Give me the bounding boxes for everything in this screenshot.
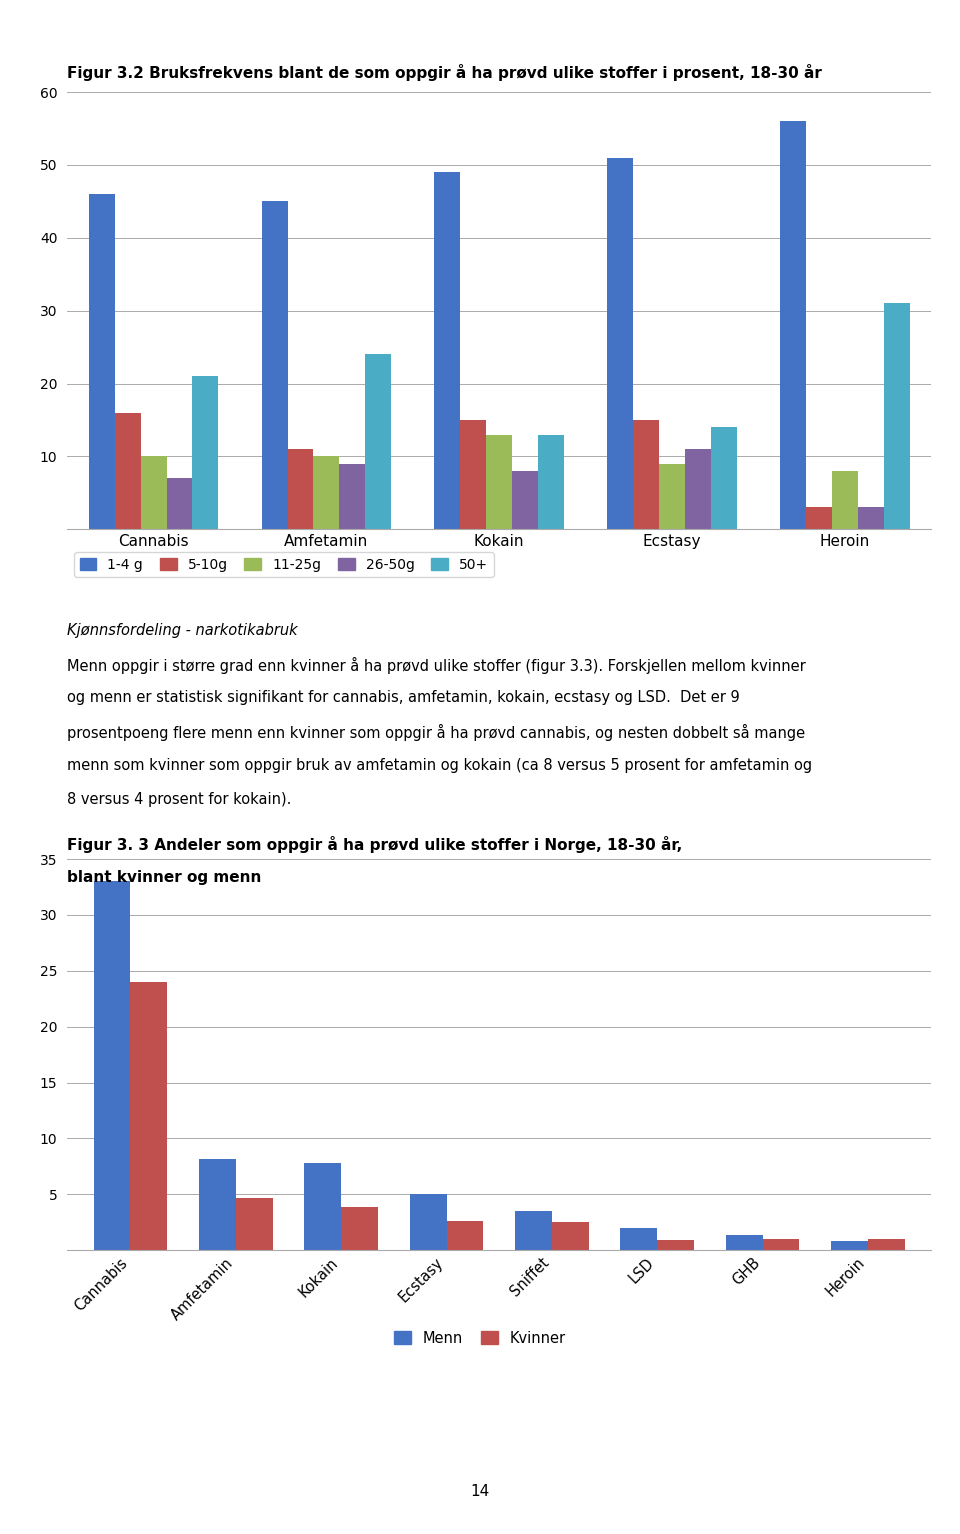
- Bar: [236, 1198, 273, 1250]
- Bar: [762, 1239, 800, 1250]
- Bar: [446, 1221, 484, 1250]
- Text: Menn oppgir i større grad enn kvinner å ha prøvd ulike stoffer (figur 3.3). Fors: Menn oppgir i større grad enn kvinner å …: [67, 657, 806, 673]
- Bar: [607, 158, 633, 529]
- Bar: [515, 1212, 552, 1250]
- Text: blant kvinner og menn: blant kvinner og menn: [67, 870, 261, 885]
- Bar: [659, 463, 684, 529]
- Bar: [313, 457, 339, 529]
- Bar: [115, 413, 140, 529]
- Bar: [339, 463, 365, 529]
- Bar: [552, 1223, 588, 1250]
- Text: prosentpoeng flere menn enn kvinner som oppgir å ha prøvd cannabis, og nesten do: prosentpoeng flere menn enn kvinner som …: [67, 724, 805, 741]
- Text: 8 versus 4 prosent for kokain).: 8 versus 4 prosent for kokain).: [67, 792, 292, 807]
- Bar: [88, 195, 115, 529]
- Text: Kjønnsfordeling - narkotikabruk: Kjønnsfordeling - narkotikabruk: [67, 623, 298, 638]
- Bar: [831, 471, 858, 529]
- Bar: [167, 479, 192, 529]
- Text: 14: 14: [470, 1483, 490, 1499]
- Text: menn som kvinner som oppgir bruk av amfetamin og kokain (ca 8 versus 5 prosent f: menn som kvinner som oppgir bruk av amfe…: [67, 758, 812, 773]
- Bar: [513, 471, 538, 529]
- Bar: [538, 434, 564, 529]
- Bar: [883, 304, 909, 529]
- Legend: Menn, Kvinner: Menn, Kvinner: [388, 1325, 572, 1351]
- Bar: [868, 1239, 905, 1250]
- Bar: [192, 376, 218, 529]
- Bar: [710, 428, 736, 529]
- Bar: [633, 420, 659, 529]
- Bar: [858, 508, 884, 529]
- Bar: [486, 434, 513, 529]
- Legend: 1-4 g, 5-10g, 11-25g, 26-50g, 50+: 1-4 g, 5-10g, 11-25g, 26-50g, 50+: [74, 552, 493, 577]
- Text: Figur 3. 3 Andeler som oppgir å ha prøvd ulike stoffer i Norge, 18-30 år,: Figur 3. 3 Andeler som oppgir å ha prøvd…: [67, 836, 683, 853]
- Bar: [831, 1241, 868, 1250]
- Bar: [261, 201, 288, 529]
- Bar: [410, 1195, 446, 1250]
- Bar: [620, 1227, 658, 1250]
- Bar: [199, 1158, 236, 1250]
- Bar: [131, 982, 167, 1250]
- Bar: [684, 449, 710, 529]
- Bar: [341, 1207, 378, 1250]
- Bar: [434, 172, 460, 529]
- Bar: [288, 449, 313, 529]
- Bar: [780, 121, 805, 529]
- Bar: [365, 354, 391, 529]
- Bar: [140, 457, 166, 529]
- Bar: [93, 882, 131, 1250]
- Text: og menn er statistisk signifikant for cannabis, amfetamin, kokain, ecstasy og LS: og menn er statistisk signifikant for ca…: [67, 690, 740, 706]
- Bar: [658, 1239, 694, 1250]
- Bar: [805, 508, 831, 529]
- Bar: [304, 1163, 341, 1250]
- Bar: [726, 1235, 762, 1250]
- Bar: [460, 420, 486, 529]
- Text: Figur 3.2 Bruksfrekvens blant de som oppgir å ha prøvd ulike stoffer i prosent, : Figur 3.2 Bruksfrekvens blant de som opp…: [67, 64, 822, 81]
